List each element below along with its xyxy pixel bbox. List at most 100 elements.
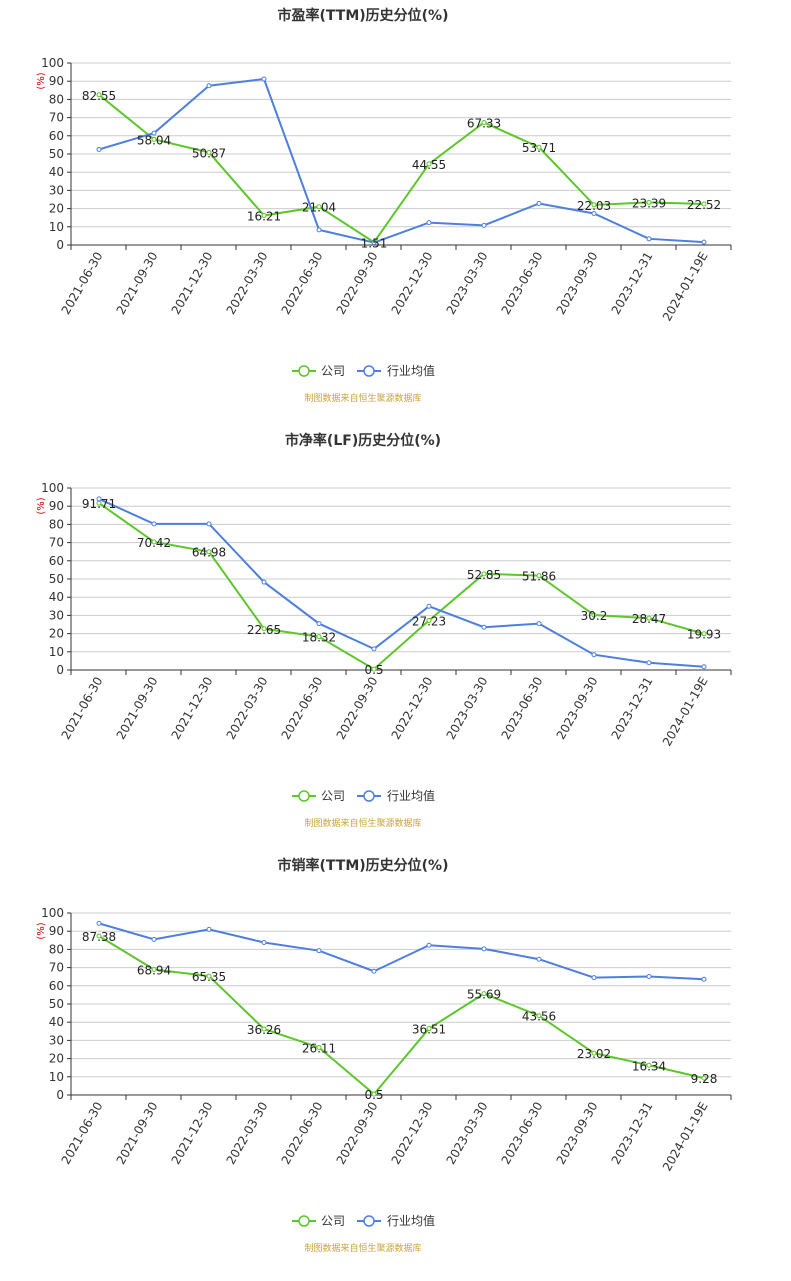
x-tick-label: 2022-12-30 [389,1100,436,1167]
series-line-company [98,935,705,1096]
data-label: 30.2 [581,609,608,623]
data-point [646,615,652,621]
data-label: 36.26 [247,1023,281,1037]
source-note: 制图数据来自恒生聚源数据库 [304,1242,421,1254]
data-label: 91.71 [82,497,116,511]
data-label: 53.71 [522,141,556,155]
x-tick-label: 2023-09-30 [554,1100,601,1167]
y-tick-label: 100 [41,906,64,920]
data-point [96,146,102,152]
y-tick-label: 70 [49,536,64,550]
x-tick-label: 2023-06-30 [499,1100,546,1167]
data-point [481,946,487,952]
y-tick-label: 10 [49,220,64,234]
y-tick-label: 100 [41,481,64,495]
legend-company-label: 公司 [321,789,345,803]
data-point [151,136,157,142]
x-tick-label: 2022-03-30 [224,675,271,742]
data-label: 51.86 [522,570,556,584]
data-label: 87.38 [82,930,116,944]
legend-company-label: 公司 [321,1214,345,1228]
y-tick-label: 20 [49,1052,64,1066]
legend-industry-label: 行业均值 [387,788,435,803]
data-label: 43.56 [522,1010,556,1024]
data-label: 68.94 [137,964,171,978]
data-label: 9.28 [691,1072,718,1086]
y-tick-label: 90 [49,924,64,938]
y-tick-label: 0 [56,1088,64,1102]
chart-title: 市销率(TTM)历史分位(%) [278,857,449,874]
data-point [646,660,652,666]
x-tick-label: 2023-09-30 [554,250,601,317]
x-tick-label: 2022-06-30 [279,250,326,317]
data-label: 0.5 [364,663,383,677]
x-tick-label: 2021-09-30 [114,675,161,742]
x-tick-label: 2023-12-31 [609,675,656,742]
x-tick-label: 2023-12-31 [609,1100,656,1167]
legend-industry-label: 行业均值 [387,1213,435,1228]
data-point [646,1062,652,1068]
y-tick-label: 50 [49,572,64,586]
data-point [261,579,267,585]
data-point [426,161,432,167]
data-point [646,236,652,242]
x-tick-label: 2021-09-30 [114,250,161,317]
y-unit-label: (%) [36,922,47,939]
legend-company-label: 公司 [321,364,345,378]
data-point [316,1044,322,1050]
data-point [151,936,157,942]
data-point [206,973,212,979]
data-point [316,204,322,210]
data-label: 16.21 [247,209,281,223]
data-point [316,634,322,640]
y-tick-label: 90 [49,74,64,88]
y-tick-label: 20 [49,202,64,216]
data-point [426,603,432,609]
data-point [151,539,157,545]
y-tick-label: 60 [49,129,64,143]
data-label: 22.03 [577,199,611,213]
data-label: 21.04 [302,201,336,215]
data-label: 22.52 [687,198,721,212]
data-point [151,967,157,973]
data-point [591,652,597,658]
data-point [701,631,707,637]
data-point [316,621,322,627]
y-tick-label: 10 [49,645,64,659]
y-tick-label: 70 [49,111,64,125]
data-point [371,666,377,672]
x-tick-label: 2021-12-30 [169,250,216,317]
data-point [646,974,652,980]
chart-panel-3: 市销率(TTM)历史分位(%) (%) 0 10 20 30 40 50 60 70 80 90 100… [36,857,732,1254]
data-label: 82.55 [82,89,116,103]
data-point [701,1075,707,1081]
data-point [591,202,597,208]
data-point [316,948,322,954]
data-point [371,646,377,652]
data-point [426,1026,432,1032]
x-tick-label: 2023-03-30 [444,250,491,317]
x-tick-label: 2021-06-30 [59,250,106,317]
data-point [151,130,157,136]
y-tick-label: 40 [49,165,64,179]
data-point [536,201,542,207]
source-note: 制图数据来自恒生聚源数据库 [304,817,421,829]
x-tick-label: 2022-12-30 [389,250,436,317]
data-label: 27.23 [412,614,446,628]
data-label: 55.69 [467,988,501,1002]
y-tick-label: 70 [49,961,64,975]
y-tick-label: 30 [49,608,64,622]
legend-industry-marker [363,790,375,802]
x-tick-label: 2023-12-31 [609,250,656,317]
legend-company-marker [298,1215,310,1227]
x-tick-label: 2021-12-30 [169,675,216,742]
data-point [426,220,432,226]
data-point [481,222,487,228]
data-point [261,212,267,218]
x-tick-label: 2023-06-30 [499,250,546,317]
data-point [481,624,487,630]
x-tick-label: 2021-06-30 [59,1100,106,1167]
y-tick-label: 40 [49,590,64,604]
